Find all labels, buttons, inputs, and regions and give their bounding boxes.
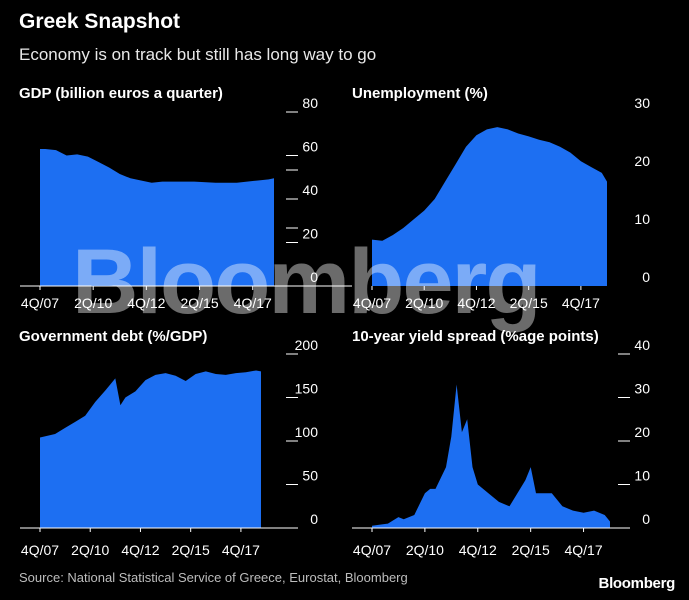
page-subtitle: Economy is on track but still has long w…	[19, 45, 377, 64]
y-tick-label: 60	[302, 139, 318, 155]
x-tick-label: 2Q/10	[71, 542, 109, 558]
y-tick-label: 0	[310, 269, 318, 285]
x-tick-label: 4Q/12	[127, 295, 165, 311]
y-tick-label: 0	[642, 511, 650, 527]
y-tick-label: 0	[642, 269, 650, 285]
y-tick-label: 80	[302, 95, 318, 111]
y-tick-label: 150	[295, 381, 319, 397]
x-tick-label: 2Q/10	[406, 542, 444, 558]
y-tick-label: 200	[295, 337, 319, 353]
y-tick-label: 30	[634, 381, 650, 397]
x-tick-label: 4Q/17	[564, 542, 602, 558]
chart-title: 10-year yield spread (%age points)	[352, 328, 599, 345]
x-tick-label: 4Q/07	[353, 295, 391, 311]
bloomberg-logo: Bloomberg	[598, 575, 676, 592]
chart-title: GDP (billion euros a quarter)	[19, 85, 223, 102]
chart-title: Government debt (%/GDP)	[19, 328, 207, 345]
area-series	[372, 127, 607, 286]
x-tick-label: 4Q/12	[121, 542, 159, 558]
x-tick-label: 2Q/10	[74, 295, 112, 311]
x-tick-label: 4Q/12	[457, 295, 495, 311]
y-tick-label: 10	[634, 211, 650, 227]
area-series	[372, 384, 610, 528]
x-tick-label: 4Q/17	[222, 542, 260, 558]
source-note: Source: National Statistical Service of …	[19, 570, 408, 585]
y-tick-label: 50	[302, 468, 318, 484]
y-tick-label: 20	[634, 153, 650, 169]
x-tick-label: 2Q/10	[405, 295, 443, 311]
x-tick-label: 4Q/17	[234, 295, 272, 311]
y-tick-label: 20	[302, 226, 318, 242]
area-series	[40, 149, 274, 286]
x-tick-label: 4Q/17	[562, 295, 600, 311]
x-tick-label: 2Q/15	[180, 295, 218, 311]
y-tick-label: 10	[634, 468, 650, 484]
x-tick-label: 4Q/12	[459, 542, 497, 558]
x-tick-label: 4Q/07	[21, 295, 59, 311]
charts-grid: GDP (billion euros a quarter) 4Q/07 2Q/10 4…	[19, 85, 650, 558]
page-title: Greek Snapshot	[19, 10, 181, 33]
y-tick-label: 30	[634, 95, 650, 111]
y-tick-label: 40	[634, 337, 650, 353]
area-series	[40, 370, 261, 528]
y-tick-label: 100	[295, 424, 319, 440]
x-tick-label: 4Q/07	[21, 542, 59, 558]
x-tick-label: 4Q/07	[353, 542, 391, 558]
y-tick-label: 20	[634, 424, 650, 440]
x-tick-label: 2Q/15	[510, 295, 548, 311]
x-tick-label: 2Q/15	[512, 542, 550, 558]
y-tick-label: 40	[302, 182, 318, 198]
x-tick-label: 2Q/15	[172, 542, 210, 558]
chart-title: Unemployment (%)	[352, 85, 488, 102]
y-tick-label: 0	[310, 511, 318, 527]
